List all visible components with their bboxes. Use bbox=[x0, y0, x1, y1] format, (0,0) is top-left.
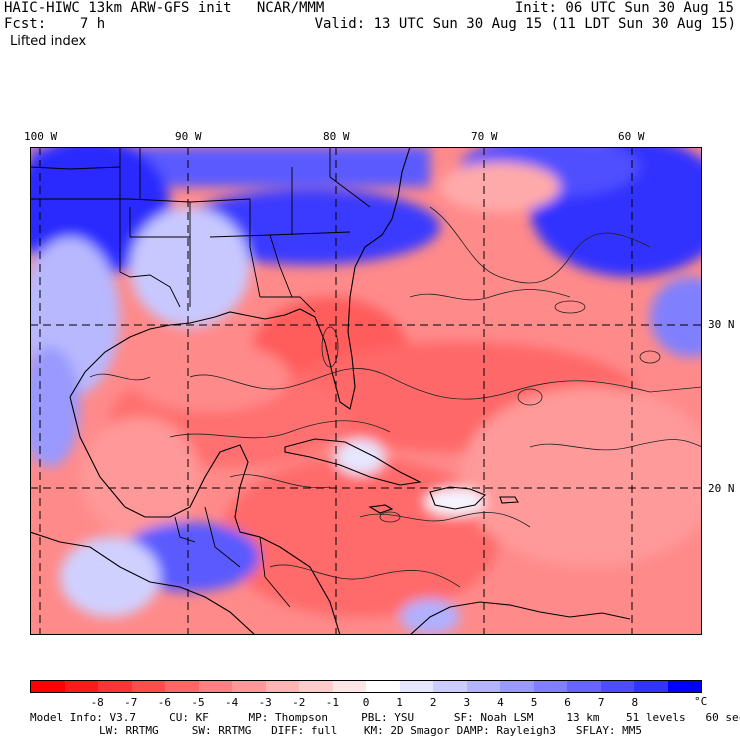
colorbar-swatch bbox=[232, 681, 266, 692]
colorbar-tick-label: 5 bbox=[530, 696, 538, 709]
colorbar-swatch bbox=[198, 681, 232, 692]
lon-label-100w: 100 W bbox=[24, 130, 58, 143]
colorbar-swatch bbox=[64, 681, 98, 692]
lon-label-80w: 80 W bbox=[323, 130, 350, 143]
colorbar-tick-label: 2 bbox=[429, 696, 437, 709]
colorbar-swatch bbox=[366, 681, 400, 692]
colorbar-tick-label: 8 bbox=[631, 696, 639, 709]
lon-label-60w: 60 W bbox=[618, 130, 645, 143]
lifted-index-map bbox=[30, 147, 702, 635]
lon-label-70w: 70 W bbox=[471, 130, 498, 143]
graticule bbox=[30, 147, 702, 635]
colorbar-tick-label: -8 bbox=[90, 696, 104, 709]
valid-time: Valid: 13 UTC Sun 30 Aug 15 (11 LDT Sun … bbox=[314, 16, 736, 32]
colorbar-swatch bbox=[567, 681, 601, 692]
coastlines bbox=[30, 147, 631, 635]
lat-label-30n: 30 N bbox=[708, 318, 735, 331]
lon-label-90w: 90 W bbox=[175, 130, 202, 143]
lat-label-20n: 20 N bbox=[708, 482, 735, 495]
colorbar-swatch bbox=[299, 681, 333, 692]
colorbar-swatch bbox=[433, 681, 467, 692]
footer-model-info: Model Info: V3.7 CU: KF MP: Thompson PBL… bbox=[30, 711, 740, 724]
map-title: HAIC-HIWC 13km ARW-GFS init NCAR/MMM bbox=[4, 0, 325, 16]
colorbar-swatch bbox=[466, 681, 500, 692]
colorbar-swatch bbox=[98, 681, 132, 692]
colorbar-tick-label: 6 bbox=[564, 696, 571, 709]
colorbar bbox=[30, 680, 702, 693]
colorbar-swatch bbox=[500, 681, 534, 692]
colorbar-tick-label: 0 bbox=[362, 696, 370, 709]
init-time: Init: 06 UTC Sun 30 Aug 15 bbox=[514, 0, 734, 16]
colorbar-swatch bbox=[31, 681, 65, 692]
colorbar-swatch bbox=[265, 681, 299, 692]
colorbar-tick-label: -5 bbox=[191, 696, 205, 709]
colorbar-tick-label: 7 bbox=[597, 696, 605, 709]
colorbar-tick-label: -1 bbox=[325, 696, 340, 709]
colorbar-swatch bbox=[634, 681, 668, 692]
forecast-hour: Fcst: 7 h bbox=[4, 16, 106, 32]
colorbar-swatch bbox=[667, 681, 701, 692]
colorbar-tick-label: -6 bbox=[157, 696, 172, 709]
colorbar-unit: °C bbox=[694, 695, 708, 708]
colorbar-tick-label: -7 bbox=[124, 696, 138, 709]
colorbar-tick-label: -3 bbox=[258, 696, 272, 709]
footer-physics-info: LW: RRTMG SW: RRTMG DIFF: full KM: 2D Sm… bbox=[99, 724, 643, 737]
contour-lines bbox=[89, 206, 702, 588]
colorbar-swatch bbox=[165, 681, 199, 692]
colorbar-tick-label: -2 bbox=[292, 696, 306, 709]
colorbar-swatch bbox=[533, 681, 567, 692]
political-boundaries bbox=[30, 147, 371, 608]
colorbar-tick-label: 4 bbox=[497, 696, 504, 709]
colorbar-swatch bbox=[131, 681, 165, 692]
colorbar-swatch bbox=[332, 681, 366, 692]
colorbar-tick-label: -4 bbox=[224, 696, 239, 709]
field-name: Lifted index bbox=[10, 34, 87, 49]
colorbar-tick-label: 1 bbox=[396, 696, 403, 709]
field-shading bbox=[30, 147, 702, 635]
colorbar-tick-label: 3 bbox=[463, 696, 471, 709]
colorbar-swatch bbox=[399, 681, 433, 692]
colorbar-swatch bbox=[600, 681, 634, 692]
